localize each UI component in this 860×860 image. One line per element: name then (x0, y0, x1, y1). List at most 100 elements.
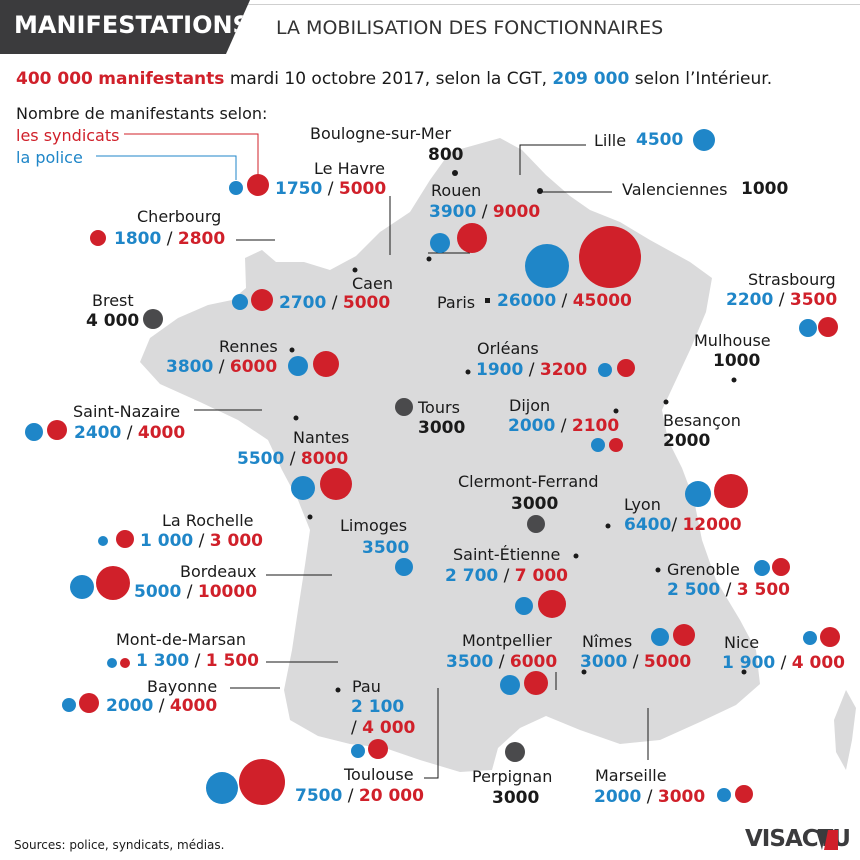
city-rennes: Rennes (219, 337, 278, 356)
values-montpellier: 3500 / 6000 (446, 652, 558, 672)
bubble-montdemarsan-unions (120, 658, 130, 668)
dot-nantes (293, 415, 299, 421)
unions-grenoble: 3 500 (736, 580, 791, 600)
police-cherbourg: 1800 (114, 229, 162, 249)
bubble-nimes-police (651, 628, 669, 646)
values-besancon: 2000 (663, 431, 710, 451)
unions-pau: 4 000 (362, 718, 416, 738)
single-clermont: 3000 (511, 494, 559, 514)
values-bordeaux: 5000 / 10000 (134, 582, 258, 602)
bubble-saintnazaire-unions (47, 420, 67, 440)
total-unit: manifestants (98, 69, 225, 89)
bubble-toulouse-unions (239, 759, 285, 805)
headline: 400 000 manifestants mardi 10 octobre 20… (16, 69, 772, 89)
city-cherbourg: Cherbourg (137, 207, 222, 226)
values-rouen: 3900 / 9000 (429, 202, 541, 222)
unions-saintnazaire: 4000 (137, 423, 186, 443)
city-nimes: Nîmes (582, 632, 633, 651)
dot-rennes (289, 347, 295, 353)
city-montpellier: Montpellier (462, 631, 552, 650)
bubble-legend-unions (247, 174, 269, 196)
bubble-caen-police (232, 294, 248, 310)
legend: Nombre de manifestants selon: les syndic… (16, 103, 267, 169)
bubble-montdemarsan-police (107, 658, 117, 668)
police-paris: 26000 (497, 291, 557, 311)
banner-title: MANIFESTATIONS (14, 11, 250, 39)
leader-lille (519, 144, 586, 175)
values-paris: 26000 / 45000 (497, 291, 632, 311)
city-lyon: Lyon (624, 495, 661, 514)
city-rouen: Rouen (431, 181, 482, 200)
city-saintnazaire: Saint-Nazaire (73, 402, 181, 421)
unions-cherbourg: 2800 (177, 229, 226, 249)
bubble-saintetienne-unions (538, 590, 566, 618)
leader-legend-police (96, 155, 237, 180)
city-perpignan: Perpignan (472, 767, 553, 786)
dot-dijon (613, 408, 619, 414)
police-dijon: 2000 (508, 416, 556, 436)
police-bordeaux: 5000 (134, 582, 182, 602)
police-marseille: 2000 (594, 787, 642, 807)
city-boulogne: Boulogne-sur-Mer (310, 124, 452, 143)
bubble-bordeaux-unions (96, 566, 130, 600)
bubble-rouen-police (430, 233, 450, 253)
single-tours: 3000 (418, 418, 466, 438)
bubble-pau-police (351, 744, 365, 758)
values-bayonne: 2000 / 4000 (106, 696, 218, 716)
dot-pau (335, 687, 341, 693)
values-mulhouse: 1000 (713, 351, 760, 371)
dot-nimes (581, 669, 587, 675)
bubble-perpignan-single (505, 742, 525, 762)
bubble-marseille-police (717, 788, 731, 802)
header: MANIFESTATIONS LA MOBILISATION DES FONCT… (0, 0, 860, 56)
dot-valenciennes (537, 188, 543, 194)
dot-caen (352, 267, 358, 273)
values-nantes: 5500 / 8000 (237, 449, 349, 469)
bubble-nice-police (803, 631, 817, 645)
unions-strasbourg: 3500 (789, 290, 838, 310)
france-land (140, 138, 760, 772)
police-nice: 1 900 (722, 653, 776, 673)
values-caen: 2700 / 5000 (279, 293, 391, 313)
bubble-saintnazaire-police (25, 423, 43, 441)
unions-nantes: 8000 (300, 449, 349, 469)
dot-grenoble (655, 567, 661, 573)
bubble-legend-police (229, 181, 243, 195)
bubble-toulouse-police (206, 772, 238, 804)
values-rennes: 3800 / 6000 (166, 357, 278, 377)
city-nice: Nice (724, 633, 760, 652)
single-boulogne: 800 (428, 145, 464, 165)
city-valenciennes: Valenciennes (622, 180, 728, 199)
city-caen: Caen (352, 274, 393, 293)
city-besancon: Besançon (663, 411, 741, 430)
leader-legend-unions (124, 133, 259, 180)
values-toulouse: 7500 / 20 000 (295, 786, 424, 806)
dot-saintetienne (573, 553, 579, 559)
bubble-lille-police (693, 129, 715, 151)
unions-larochelle: 3 000 (209, 531, 264, 551)
bubble-tours-single (395, 398, 413, 416)
city-bayonne: Bayonne (147, 677, 218, 696)
city-bordeaux: Bordeaux (180, 562, 257, 581)
subtitle: LA MOBILISATION DES FONCTIONNAIRES (276, 17, 664, 39)
single-valenciennes: 1000 (741, 179, 789, 199)
police-toulouse: 7500 (295, 786, 343, 806)
city-brest: Brest (92, 291, 134, 310)
bubble-bayonne-unions (79, 693, 99, 713)
values-brest: 4 000 (86, 311, 139, 331)
police-lehavre: 1750 (275, 179, 323, 199)
header-rule (0, 4, 860, 5)
single-perpignan: 3000 (492, 788, 540, 808)
values-lyon: 6400/ 12000 (624, 515, 742, 535)
sources-note: Sources: police, syndicats, médias. (14, 838, 225, 852)
police-rouen: 3900 (429, 202, 477, 222)
unions-rennes: 6000 (229, 357, 278, 377)
values-pau-police: 2 100 (351, 697, 404, 717)
single-mulhouse: 1000 (713, 351, 761, 371)
values-saintnazaire: 2400 / 4000 (74, 423, 186, 443)
legend-unions: les syndicats (16, 126, 120, 145)
police-montpellier: 3500 (446, 652, 494, 672)
bubble-caen-unions (251, 289, 273, 311)
police-caen: 2700 (279, 293, 327, 313)
city-mulhouse: Mulhouse (694, 331, 771, 350)
